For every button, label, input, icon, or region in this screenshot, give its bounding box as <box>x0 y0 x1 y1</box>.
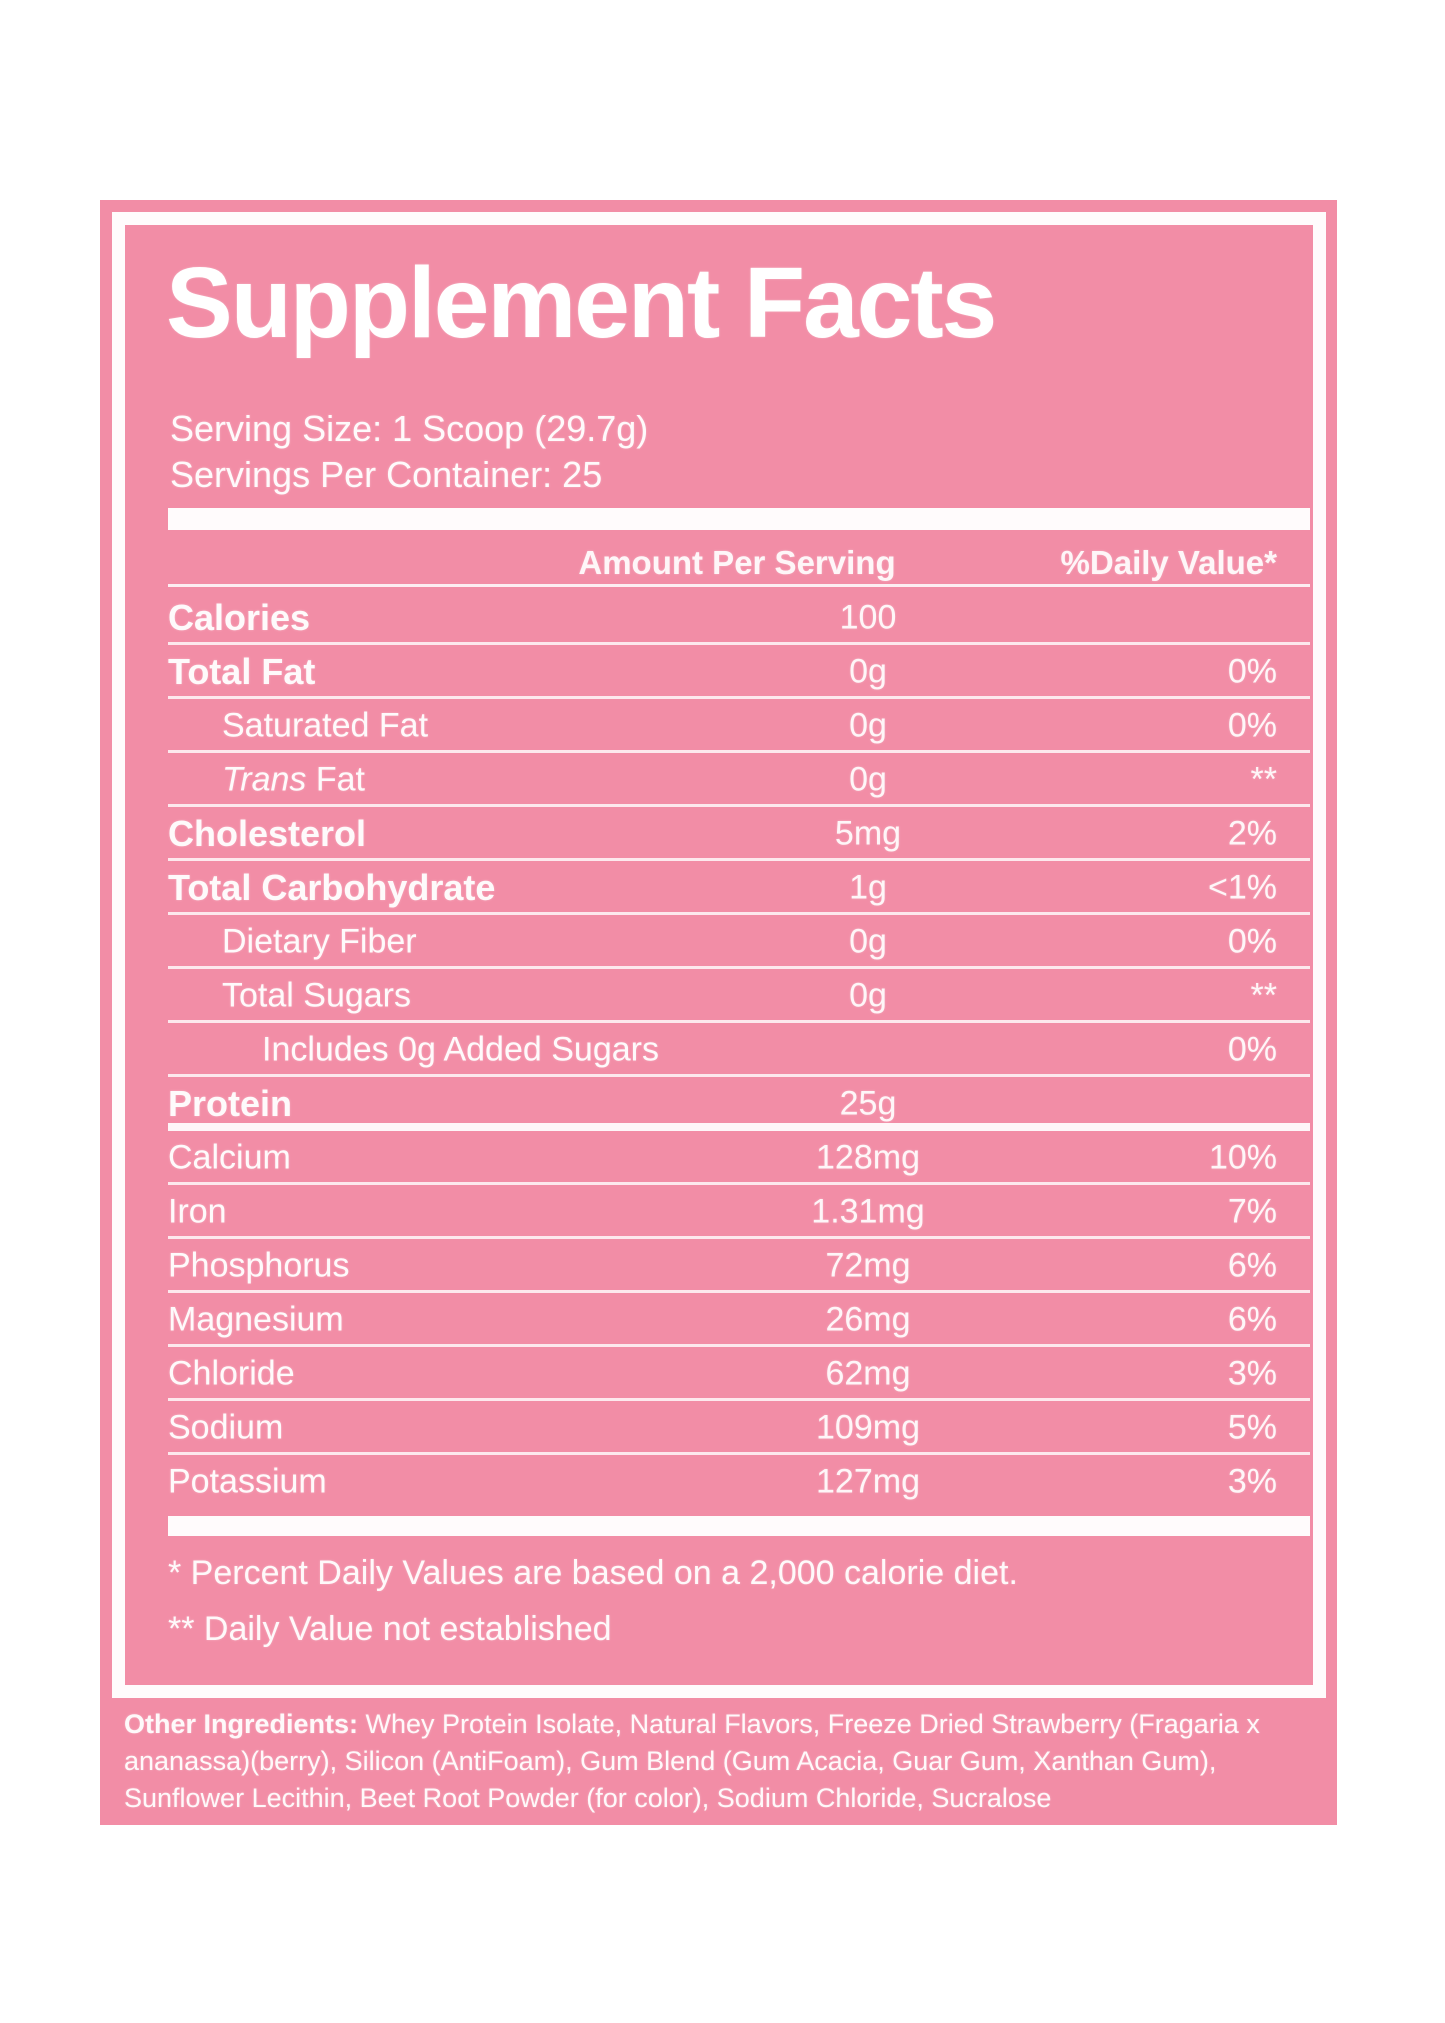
nutrient-name: Protein <box>168 1083 293 1124</box>
nutrient-name: Potassium <box>168 1462 327 1501</box>
nutrient-name: Total Fat <box>168 651 316 692</box>
nutrient-daily-value: 0% <box>1227 652 1277 691</box>
nutrient-name: Calories <box>168 597 311 638</box>
column-header-daily-value: %Daily Value* <box>1060 544 1277 581</box>
nutrient-row: Total Carbohydrate 1g <1% <box>168 861 1310 915</box>
nutrient-amount: 127mg <box>816 1462 920 1501</box>
nutrient-name: Sodium <box>168 1408 284 1447</box>
nutrient-name: Dietary Fiber <box>222 922 417 961</box>
nutrient-name: Includes 0g Added Sugars <box>262 1030 659 1069</box>
supplement-facts-panel: Supplement Facts Serving Size: 1 Scoop (… <box>100 200 1337 1825</box>
nutrient-daily-value: 3% <box>1227 1462 1277 1501</box>
footnote-daily-values: * Percent Daily Values are based on a 2,… <box>168 1554 1018 1592</box>
section-divider-footnotes <box>168 1516 1310 1536</box>
nutrient-amount: 100 <box>839 598 897 637</box>
nutrient-amount: 5mg <box>834 814 902 853</box>
nutrient-daily-value: 0% <box>1227 1030 1277 1069</box>
nutrient-row: Protein 25g <box>168 1077 1310 1131</box>
nutrient-daily-value: ** <box>1250 760 1277 799</box>
nutrient-row: Calories 100 <box>168 591 1310 645</box>
nutrient-row: Saturated Fat 0g 0% <box>168 699 1310 753</box>
nutrient-row: Total Fat 0g 0% <box>168 645 1310 699</box>
section-divider-top <box>168 508 1310 530</box>
nutrient-row: Calcium 128mg 10% <box>168 1131 1310 1185</box>
nutrient-daily-value: 0% <box>1227 706 1277 745</box>
footnote-not-established: ** Daily Value not established <box>168 1610 612 1648</box>
nutrient-amount: 25g <box>839 1084 897 1123</box>
nutrient-daily-value: ** <box>1250 976 1277 1015</box>
panel-title: Supplement Facts <box>166 247 997 359</box>
other-ingredients-label: Other Ingredients: <box>124 1709 359 1739</box>
nutrient-amount: 0g <box>849 976 887 1015</box>
nutrient-daily-value: 7% <box>1227 1192 1277 1231</box>
nutrient-amount: 0g <box>849 706 887 745</box>
nutrient-amount: 26mg <box>825 1300 911 1339</box>
nutrient-row: Total Sugars 0g ** <box>168 969 1310 1023</box>
nutrient-row: Iron 1.31mg 7% <box>168 1185 1310 1239</box>
nutrient-amount: 0g <box>849 652 887 691</box>
nutrient-amount: 1.31mg <box>811 1192 925 1231</box>
nutrient-daily-value: 6% <box>1227 1300 1277 1339</box>
serving-size: Serving Size: 1 Scoop (29.7g) <box>170 408 649 449</box>
nutrient-daily-value: 0% <box>1227 922 1277 961</box>
nutrient-daily-value: 10% <box>1208 1138 1277 1177</box>
nutrient-amount: 1g <box>849 868 887 907</box>
nutrient-row: Sodium 109mg 5% <box>168 1401 1310 1455</box>
nutrient-row: Dietary Fiber 0g 0% <box>168 915 1310 969</box>
nutrient-row: Cholesterol 5mg 2% <box>168 807 1310 861</box>
nutrient-amount: 109mg <box>816 1408 920 1447</box>
nutrient-amount: 0g <box>849 760 887 799</box>
nutrient-daily-value: 3% <box>1227 1354 1277 1393</box>
nutrient-name: Total Carbohydrate <box>168 867 496 908</box>
nutrient-name: Saturated Fat <box>222 706 429 745</box>
servings-per-container: Servings Per Container: 25 <box>170 454 603 495</box>
nutrient-name: Iron <box>168 1192 227 1231</box>
nutrient-table: Calories 100 Total Fat 0g 0% Saturated F… <box>168 591 1310 1509</box>
nutrient-name: Chloride <box>168 1354 295 1393</box>
nutrient-amount: 72mg <box>825 1246 911 1285</box>
nutrient-row: Includes 0g Added Sugars 0% <box>168 1023 1310 1077</box>
nutrient-row: Chloride 62mg 3% <box>168 1347 1310 1401</box>
header-underline <box>168 584 1310 587</box>
other-ingredients: Other Ingredients: Whey Protein Isolate,… <box>124 1706 1316 1817</box>
nutrient-name: Phosphorus <box>168 1246 350 1285</box>
nutrient-name: Calcium <box>168 1138 291 1177</box>
nutrient-amount: 62mg <box>825 1354 911 1393</box>
nutrient-daily-value: <1% <box>1208 868 1277 907</box>
nutrient-amount: 128mg <box>816 1138 920 1177</box>
nutrient-daily-value: 6% <box>1227 1246 1277 1285</box>
nutrient-row: Magnesium 26mg 6% <box>168 1293 1310 1347</box>
nutrient-daily-value: 5% <box>1227 1408 1277 1447</box>
column-header-amount: Amount Per Serving <box>578 544 896 581</box>
nutrient-name: Magnesium <box>168 1300 344 1339</box>
nutrient-row: Trans Fat 0g ** <box>168 753 1310 807</box>
nutrient-name: Total Sugars <box>222 976 411 1015</box>
nutrient-name: Cholesterol <box>168 813 367 854</box>
nutrient-amount: 0g <box>849 922 887 961</box>
nutrient-row: Potassium 127mg 3% <box>168 1455 1310 1509</box>
nutrient-daily-value: 2% <box>1227 814 1277 853</box>
nutrient-row: Phosphorus 72mg 6% <box>168 1239 1310 1293</box>
other-ingredients-text: Whey Protein Isolate, Natural Flavors, F… <box>124 1709 1260 1813</box>
nutrient-name: Trans Fat <box>222 760 365 799</box>
